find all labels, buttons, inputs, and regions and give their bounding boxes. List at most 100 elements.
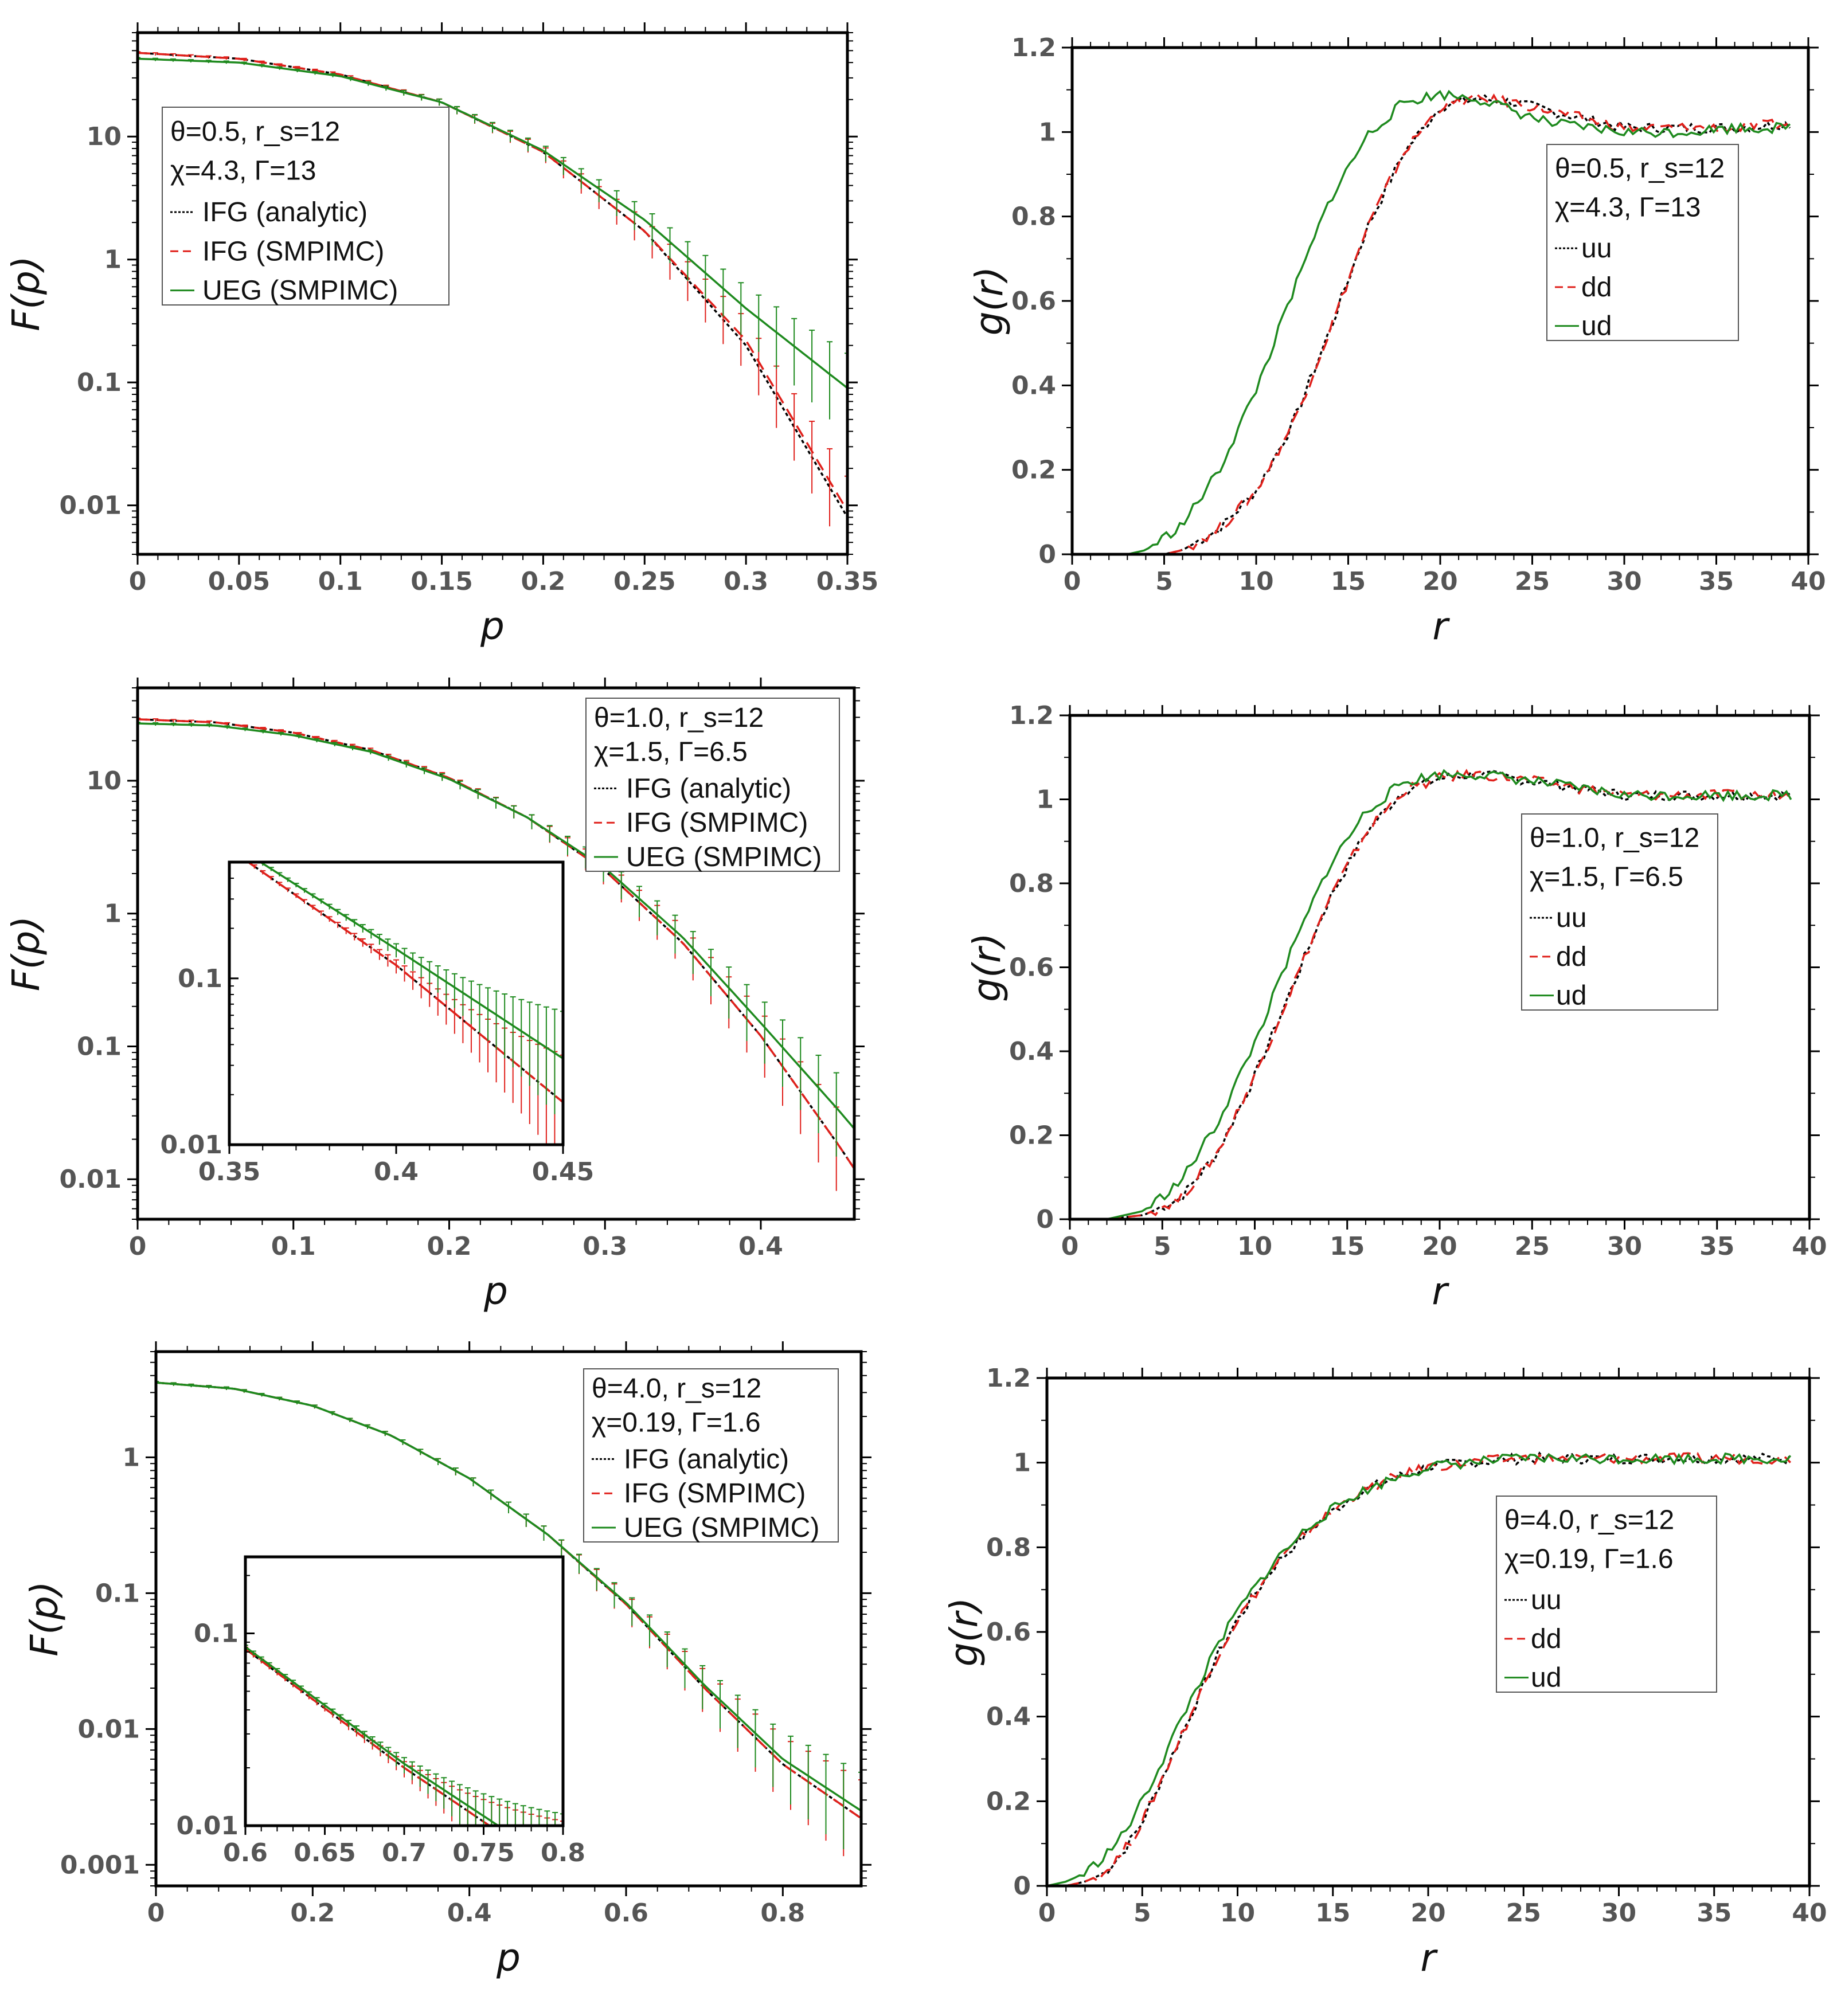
panel-c-series-group xyxy=(138,717,854,1191)
panel-a-pair-momentum-distribution: 0 0.05 0.1 0.15 0.2 0.25 0.3 0.35 0.01 0.1 1 10 p F(p… xyxy=(4,22,878,648)
panel-f-y-tick-label: 1.2 xyxy=(986,1364,1031,1393)
legend-parameters: χ=4.3, Γ=13 xyxy=(170,156,316,186)
panel-c-inset-y-tick-label: 0.01 xyxy=(160,1130,222,1160)
panel-f-x-tick-label: 30 xyxy=(1601,1898,1636,1928)
panel-c-y-tick-label: 10 xyxy=(87,766,122,796)
panel-c-y-tick-label: 0.01 xyxy=(59,1165,122,1194)
panel-b-series-ud xyxy=(1072,89,1791,554)
legend-entry: IFG (SMPIMC) xyxy=(626,808,808,838)
panel-e-inset: 0.6 0.65 0.7 0.75 0.8 0.01 0.1 xyxy=(176,1555,585,1868)
panel-f-y-tick-label: 0.2 xyxy=(986,1787,1031,1816)
panel-f-series-ud xyxy=(1047,1452,1792,1886)
panel-d-x-tick-label: 0 xyxy=(1061,1232,1079,1261)
legend-entry: IFG (analytic) xyxy=(626,773,791,804)
panel-d-y-tick-label: 0.6 xyxy=(1009,953,1054,982)
legend-parameters: χ=1.5, Γ=6.5 xyxy=(594,737,748,768)
legend-parameters: θ=0.5, r_s=12 xyxy=(170,116,340,147)
panel-d-y-tick-label: 0.2 xyxy=(1009,1121,1054,1150)
panel-b-y-axis-title: g(r) xyxy=(967,267,1011,336)
panel-c-y-tick-label: 0.1 xyxy=(77,1032,122,1061)
panel-d-series-dd xyxy=(1070,769,1792,1219)
legend-box xyxy=(1496,1496,1717,1693)
legend-box xyxy=(583,1368,839,1543)
panel-f-x-tick-label: 20 xyxy=(1410,1898,1445,1928)
panel-f-y-tick-label: 0.8 xyxy=(986,1533,1031,1562)
panel-d-x-tick-label: 20 xyxy=(1422,1232,1457,1261)
panel-f-x-tick-label: 5 xyxy=(1133,1898,1151,1928)
panel-e-inset-background xyxy=(245,1557,563,1826)
panel-a-x-tick-label: 0.15 xyxy=(411,567,473,596)
legend-entry: uu xyxy=(1531,1585,1561,1615)
panel-e-inset-x-tick-label: 0.6 xyxy=(223,1838,268,1868)
panel-d-series-ud xyxy=(1070,769,1792,1219)
panel-a-y-tick-label: 0.1 xyxy=(77,368,122,397)
panel-a-x-tick-label: 0.25 xyxy=(613,567,676,596)
legend-entry: dd xyxy=(1556,942,1586,972)
legend-entry: UEG (SMPIMC) xyxy=(626,842,822,872)
legend-parameters: θ=4.0, r_s=12 xyxy=(1504,1505,1674,1536)
panel-d-pair-correlation-function: 0 5 10 15 20 25 30 35 40 0 0.2 0.4 0.6 0.8 1 1.2 r g(r) θ=… xyxy=(965,701,1827,1313)
panel-f-x-axis-title: r xyxy=(1420,1936,1438,1980)
panel-e-x-tick-label: 0.6 xyxy=(604,1898,648,1928)
panel-d-y-axis-title: g(r) xyxy=(965,933,1009,1002)
panel-c-inset-x-tick-label: 0.35 xyxy=(198,1157,261,1187)
legend-entry: UEG (SMPIMC) xyxy=(624,1513,819,1543)
panel-e-inset-x-tick-label: 0.75 xyxy=(452,1838,515,1868)
panel-e-y-tick-label: 0.01 xyxy=(77,1714,140,1744)
legend-entry: uu xyxy=(1581,233,1612,264)
panel-e-inset-x-tick-label: 0.7 xyxy=(382,1838,427,1868)
legend-entry: dd xyxy=(1531,1624,1561,1654)
panel-a-x-tick-label: 0.2 xyxy=(521,567,565,596)
panel-b-x-tick-label: 35 xyxy=(1699,567,1734,596)
panel-c-x-tick-label: 0.1 xyxy=(271,1232,316,1261)
panel-b-x-tick-label: 20 xyxy=(1422,567,1457,596)
panel-b-x-tick-label: 5 xyxy=(1155,567,1173,596)
panel-e-inset-series-group xyxy=(245,1645,563,1826)
panel-c-inset-series-group xyxy=(245,862,563,1145)
panel-c-inset: 0.35 0.4 0.45 0.01 0.1 xyxy=(160,860,594,1187)
panel-f-y-axis-title: g(r) xyxy=(942,1598,986,1667)
panel-e-inset-y-tick-label: 0.1 xyxy=(194,1619,239,1649)
panel-a-y-tick-label: 10 xyxy=(87,122,122,151)
panel-d-x-tick-label: 40 xyxy=(1792,1232,1827,1261)
legend-parameters: θ=0.5, r_s=12 xyxy=(1555,154,1725,184)
panel-d-series-group xyxy=(1070,769,1792,1219)
panel-f-y-tick-label: 0 xyxy=(1013,1872,1031,1901)
legend-entry: IFG (analytic) xyxy=(202,197,368,228)
panel-f-x-tick-label: 40 xyxy=(1792,1898,1827,1928)
legend-entry: IFG (SMPIMC) xyxy=(202,236,384,267)
legend-parameters: χ=4.3, Γ=13 xyxy=(1555,192,1701,222)
panel-e-y-tick-label: 0.001 xyxy=(60,1850,140,1880)
panel-d-x-tick-label: 15 xyxy=(1330,1232,1365,1261)
panel-e-y-tick-label: 1 xyxy=(122,1443,140,1472)
panel-d-x-tick-label: 10 xyxy=(1237,1232,1272,1261)
legend-parameters: θ=1.0, r_s=12 xyxy=(594,703,764,733)
panel-e-y-axis-title: F(p) xyxy=(22,1581,67,1656)
panel-c-x-tick-label: 0.2 xyxy=(427,1232,472,1261)
panel-e-y-tick-label: 0.1 xyxy=(95,1579,140,1608)
panel-f-y-tick-label: 0.6 xyxy=(986,1618,1031,1647)
legend-entry: ud xyxy=(1531,1663,1561,1693)
panel-d-y-tick-label: 1 xyxy=(1036,785,1054,815)
panel-b-series-group xyxy=(1072,89,1791,554)
panel-a-series-ifg-smpimc xyxy=(138,52,847,512)
panel-f-x-tick-label: 15 xyxy=(1315,1898,1350,1928)
panel-d-x-tick-label: 25 xyxy=(1515,1232,1550,1261)
legend-entry: UEG (SMPIMC) xyxy=(202,276,398,306)
panel-b-series-uu xyxy=(1072,94,1791,554)
panel-b-x-tick-label: 30 xyxy=(1607,567,1641,596)
panel-d-y-tick-label: 0.8 xyxy=(1009,869,1054,898)
panel-c-inset-y-tick-label: 0.1 xyxy=(178,964,222,993)
panel-d-y-tick-label: 0.4 xyxy=(1009,1037,1054,1066)
panel-a-x-tick-label: 0.05 xyxy=(208,567,271,596)
panel-a-x-tick-label: 0.1 xyxy=(318,567,363,596)
panel-b-x-tick-label: 10 xyxy=(1238,567,1273,596)
panel-b-y-tick-label: 0.8 xyxy=(1011,202,1056,232)
panel-b-x-tick-label: 15 xyxy=(1331,567,1366,596)
panel-e-inset-y-tick-label: 0.01 xyxy=(176,1811,239,1841)
panel-c-x-tick-label: 0.4 xyxy=(738,1232,783,1261)
panel-f-series-dd xyxy=(1047,1452,1792,1886)
panel-c-y-axis-title: F(p) xyxy=(4,916,48,991)
panel-a-y-tick-label: 1 xyxy=(104,245,122,275)
